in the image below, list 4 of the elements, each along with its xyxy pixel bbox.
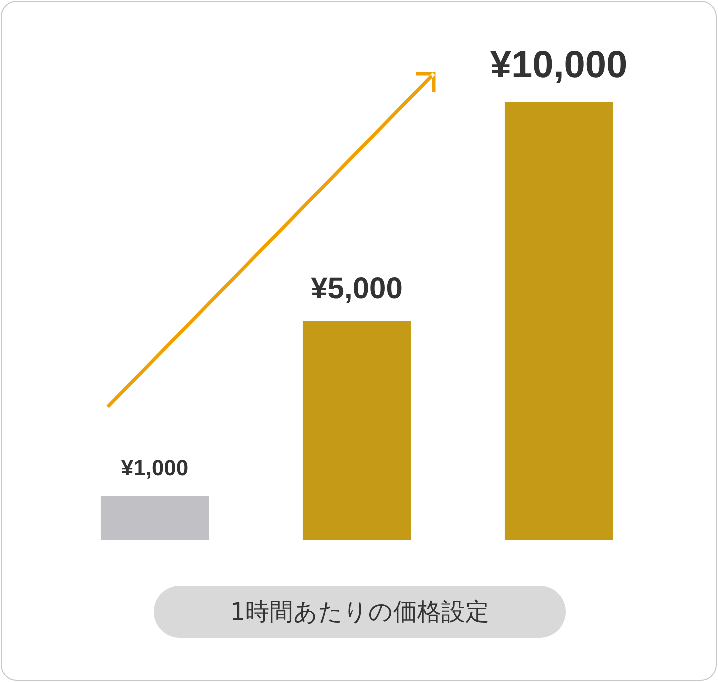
- data-label: ¥10,000: [490, 44, 628, 86]
- data-label: ¥1,000: [121, 455, 189, 480]
- data-label: ¥5,000: [311, 272, 403, 306]
- x-axis-title: 1時間あたりの価格設定: [154, 586, 566, 638]
